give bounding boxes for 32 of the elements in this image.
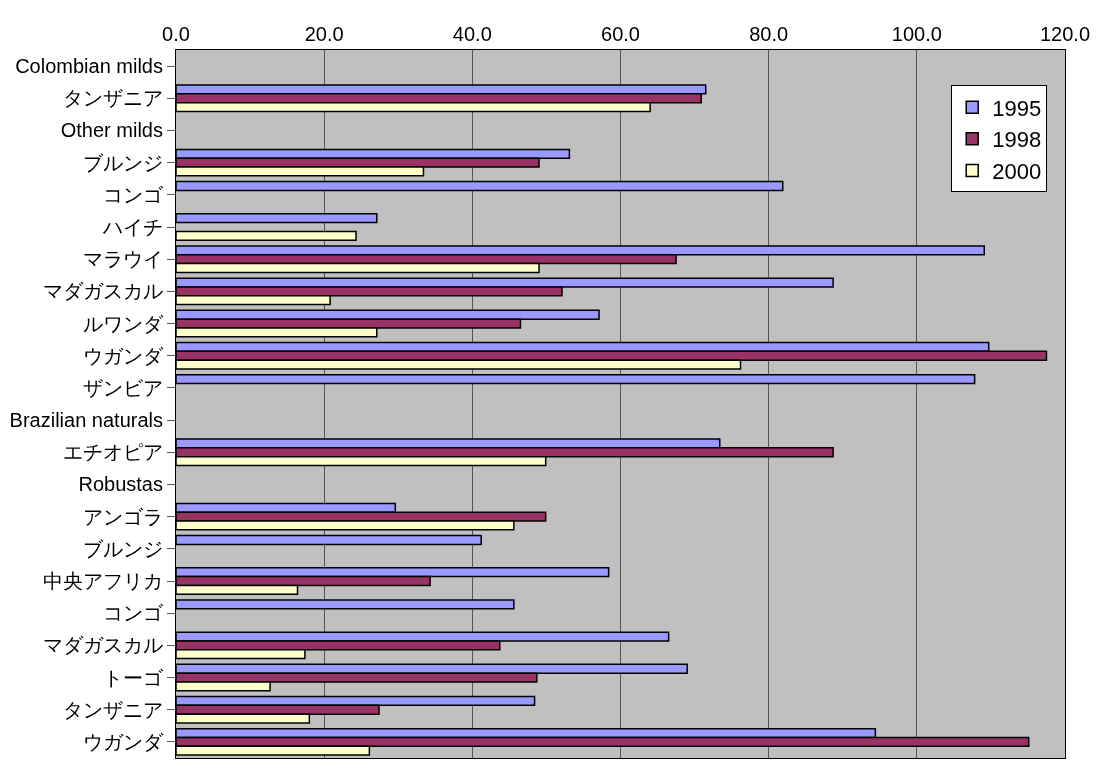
y-tick-label: タンザニア — [63, 87, 163, 110]
y-tick-label: ルワンダ — [83, 312, 164, 335]
y-tick-label: トーゴ — [103, 666, 164, 689]
y-tick-label: ブルンジ — [83, 151, 163, 174]
y-tick-label: ウガンダ — [83, 344, 164, 367]
x-tick-label: 40.0 — [452, 23, 492, 45]
y-tick-label: コンゴ — [103, 602, 164, 625]
y-tick-label: 中央アフリカ — [43, 570, 163, 592]
y-tick-label: Other milds — [60, 119, 163, 142]
y-tick-label: マラウイ — [83, 248, 163, 271]
legend-label: 1998 — [992, 127, 1042, 153]
y-tick-label: タンザニア — [63, 698, 163, 721]
y-tick-label: アンゴラ — [83, 505, 163, 528]
x-tick-label: 60.0 — [601, 23, 640, 45]
y-tick-label: マダガスカル — [43, 634, 163, 657]
y-tick-label: ウガンダ — [83, 730, 164, 753]
legend-label: 1995 — [992, 95, 1042, 121]
x-tick-label: 120.0 — [1039, 23, 1091, 45]
y-tick-label: Brazilian naturals — [9, 409, 163, 432]
y-tick-label: Colombian milds — [15, 55, 163, 78]
y-tick-label: Robustas — [78, 473, 163, 496]
x-tick-label: 100.0 — [891, 23, 942, 45]
y-tick-label: コンゴ — [103, 183, 164, 206]
y-tick-label: ハイチ — [102, 216, 163, 238]
legend-label: 2000 — [992, 158, 1042, 184]
y-tick-label: エチオピア — [63, 441, 163, 464]
y-tick-label: マダガスカル — [43, 280, 163, 303]
x-tick-label: 80.0 — [749, 23, 789, 45]
x-tick-label: 20.0 — [304, 23, 344, 45]
y-tick-label: ブルンジ — [83, 537, 163, 560]
y-tick-label: ザンビア — [83, 376, 163, 399]
x-tick-label: 0.0 — [162, 23, 190, 45]
